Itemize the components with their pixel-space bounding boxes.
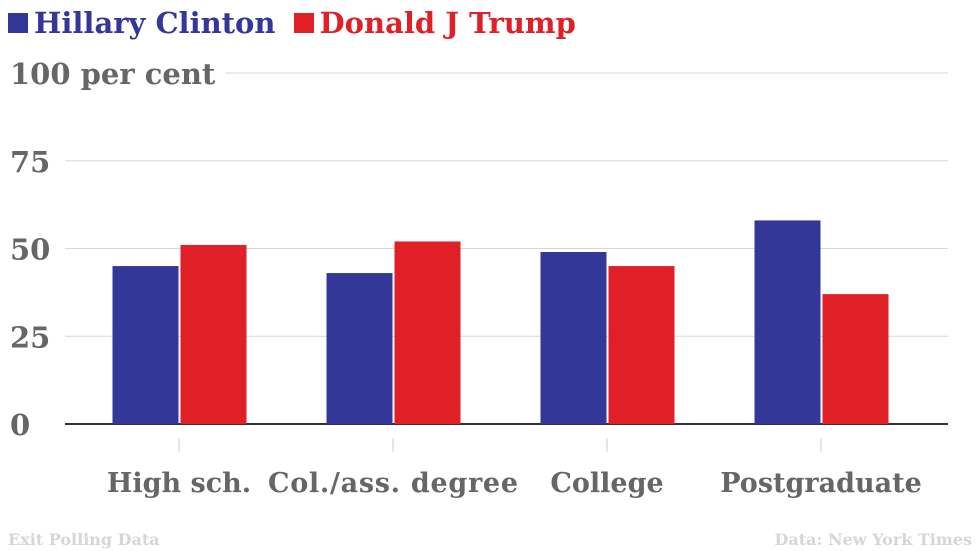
bar-clinton	[112, 266, 179, 424]
x-tick-label: College	[550, 468, 663, 499]
footer-source-right: Data: New York Times	[774, 530, 972, 549]
bar-trump	[180, 244, 247, 424]
x-tick-label: High sch.	[107, 468, 251, 499]
bar-clinton	[540, 252, 607, 424]
bar-clinton	[326, 273, 393, 424]
legend-item-trump: Donald J Trump	[293, 6, 576, 40]
y-tick-label: 50	[10, 233, 50, 267]
bar-trump	[608, 266, 675, 424]
bar-trump	[394, 241, 461, 424]
y-tick-label: 100 per cent	[10, 57, 216, 91]
x-tick-label: Postgraduate	[720, 468, 922, 499]
bar-clinton	[754, 220, 821, 424]
legend-label: Donald J Trump	[319, 6, 576, 40]
x-tick-label: Col./ass. degree	[268, 468, 518, 499]
legend: Hillary Clinton Donald J Trump	[8, 6, 594, 40]
legend-item-clinton: Hillary Clinton	[8, 6, 276, 40]
legend-swatch	[8, 13, 28, 33]
y-tick-label: 0	[10, 408, 30, 442]
y-tick-label: 75	[10, 145, 50, 179]
legend-swatch	[293, 13, 314, 33]
y-tick-label: 25	[10, 320, 50, 354]
footer-source-left: Exit Polling Data	[8, 530, 160, 549]
legend-label: Hillary Clinton	[34, 6, 276, 40]
bar-trump	[822, 294, 889, 424]
